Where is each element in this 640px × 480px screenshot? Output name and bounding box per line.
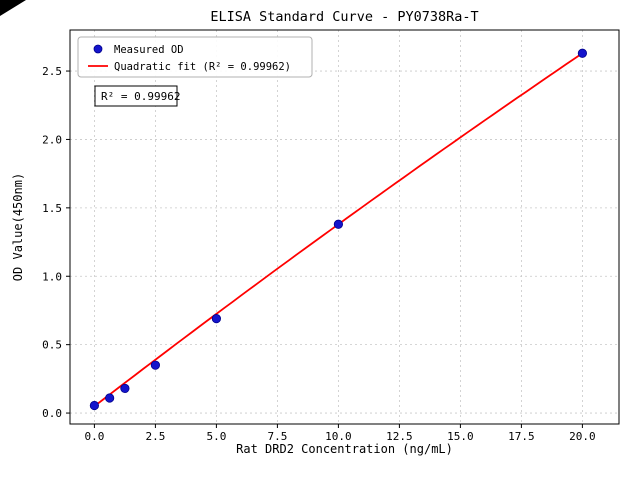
x-tick-label: 15.0 — [447, 430, 474, 443]
legend-label-measured: Measured OD — [114, 44, 184, 56]
legend-label-fit: Quadratic fit (R² = 0.99962) — [114, 61, 291, 73]
r-squared-box — [94, 85, 178, 107]
legend-box — [77, 36, 313, 78]
plot-border — [69, 29, 620, 425]
x-tick-label: 2.5 — [145, 430, 165, 443]
data-point — [89, 400, 100, 411]
x-tick-label: 5.0 — [206, 430, 226, 443]
y-tick-label: 0.0 — [42, 407, 62, 420]
y-tick-label: 1.5 — [42, 202, 62, 215]
legend-marker-dot — [93, 44, 103, 54]
x-tick-label: 0.0 — [84, 430, 104, 443]
data-point — [120, 383, 130, 394]
x-tick-label: 17.5 — [508, 430, 535, 443]
r-squared-text: R² = 0.99962 — [101, 90, 180, 103]
x-tick-label: 10.0 — [325, 430, 352, 443]
y-tick-label: 2.5 — [42, 65, 62, 78]
y-tick-label: 2.0 — [42, 133, 62, 146]
y-axis-label: OD Value(450nm) — [11, 173, 25, 281]
data-point — [150, 360, 160, 370]
y-tick-label: 0.5 — [42, 339, 62, 352]
y-tick-label: 1.0 — [42, 270, 62, 283]
x-axis-label: Rat DRD2 Concentration (ng/mL) — [236, 442, 453, 456]
data-point — [211, 314, 221, 324]
x-tick-label: 7.5 — [267, 430, 287, 443]
chart-title: ELISA Standard Curve - PY0738Ra-T — [210, 9, 478, 25]
x-tick-label: 12.5 — [386, 430, 413, 443]
data-point — [105, 393, 115, 403]
x-tick-label: 20.0 — [569, 430, 596, 443]
corner-artifact — [0, 0, 26, 16]
data-point — [333, 219, 343, 229]
data-point — [577, 48, 588, 58]
